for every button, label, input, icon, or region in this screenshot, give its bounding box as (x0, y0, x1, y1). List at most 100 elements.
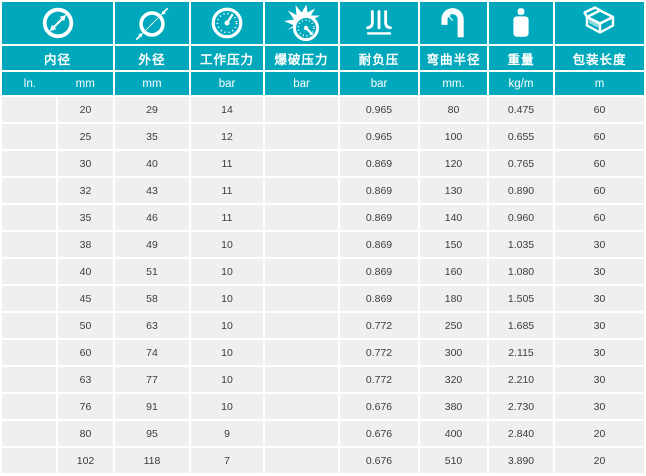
cell-weight: 1.080 (489, 259, 553, 284)
table-row: 40 51 10 0.869 160 1.080 30 (2, 259, 644, 284)
cell-burst-pressure (265, 421, 338, 446)
inner-diameter-icon (2, 2, 113, 44)
table-row: 30 40 11 0.869 120 0.765 60 (2, 151, 644, 176)
cell-outer-diameter: 118 (115, 448, 189, 473)
cell-burst-pressure (265, 124, 338, 149)
table-row: 32 43 11 0.869 130 0.890 60 (2, 178, 644, 203)
cell-weight: 2.210 (489, 367, 553, 392)
cell-inner-diameter-mm: 63 (58, 367, 113, 392)
table-body: 20 29 14 0.965 80 0.475 60 25 35 12 0.965 100 0.655 6… (2, 97, 644, 473)
table-row: 35 46 11 0.869 140 0.960 60 (2, 205, 644, 230)
cell-packing-length: 30 (555, 232, 644, 257)
cell-outer-diameter: 95 (115, 421, 189, 446)
cell-bend-radius: 150 (420, 232, 487, 257)
cell-packing-length: 30 (555, 313, 644, 338)
cell-working-pressure: 11 (191, 151, 263, 176)
column-label-bend-radius: 弯曲半径 (420, 46, 487, 70)
cell-working-pressure: 10 (191, 259, 263, 284)
cell-burst-pressure (265, 151, 338, 176)
cell-vacuum-resistance: 0.772 (340, 313, 418, 338)
table-row: 45 58 10 0.869 180 1.505 30 (2, 286, 644, 311)
cell-inner-diameter-in (2, 97, 56, 122)
units-header-row: In. mm mm bar bar bar mm. kg/m m (2, 72, 644, 95)
cell-inner-diameter-mm: 32 (58, 178, 113, 203)
cell-vacuum-resistance: 0.869 (340, 151, 418, 176)
cell-vacuum-resistance: 0.676 (340, 448, 418, 473)
cell-outer-diameter: 29 (115, 97, 189, 122)
cell-outer-diameter: 63 (115, 313, 189, 338)
cell-weight: 0.960 (489, 205, 553, 230)
unit-burst-pressure: bar (265, 72, 338, 95)
cell-packing-length: 20 (555, 448, 644, 473)
cell-bend-radius: 130 (420, 178, 487, 203)
cell-working-pressure: 10 (191, 340, 263, 365)
cell-vacuum-resistance: 0.869 (340, 205, 418, 230)
cell-vacuum-resistance: 0.772 (340, 367, 418, 392)
cell-burst-pressure (265, 367, 338, 392)
table-row: 63 77 10 0.772 320 2.210 30 (2, 367, 644, 392)
cell-burst-pressure (265, 340, 338, 365)
cell-bend-radius: 510 (420, 448, 487, 473)
table-row: 80 95 9 0.676 400 2.840 20 (2, 421, 644, 446)
cell-vacuum-resistance: 0.965 (340, 124, 418, 149)
cell-packing-length: 20 (555, 421, 644, 446)
cell-bend-radius: 160 (420, 259, 487, 284)
cell-inner-diameter-mm: 20 (58, 97, 113, 122)
outer-diameter-icon (115, 2, 189, 44)
table-row: 25 35 12 0.965 100 0.655 60 (2, 124, 644, 149)
cell-burst-pressure (265, 448, 338, 473)
cell-weight: 0.890 (489, 178, 553, 203)
cell-inner-diameter-mm: 45 (58, 286, 113, 311)
cell-inner-diameter-in (2, 313, 56, 338)
weight-icon (489, 2, 553, 44)
cell-inner-diameter-in (2, 124, 56, 149)
cell-bend-radius: 100 (420, 124, 487, 149)
cell-working-pressure: 10 (191, 367, 263, 392)
cell-weight: 0.475 (489, 97, 553, 122)
cell-weight: 2.840 (489, 421, 553, 446)
unit-bend-radius: mm. (420, 72, 487, 95)
cell-working-pressure: 11 (191, 178, 263, 203)
cell-packing-length: 30 (555, 394, 644, 419)
cell-bend-radius: 80 (420, 97, 487, 122)
cell-inner-diameter-mm: 80 (58, 421, 113, 446)
cell-inner-diameter-mm: 38 (58, 232, 113, 257)
cell-working-pressure: 12 (191, 124, 263, 149)
cell-vacuum-resistance: 0.869 (340, 286, 418, 311)
cell-weight: 1.685 (489, 313, 553, 338)
table-row: 76 91 10 0.676 380 2.730 30 (2, 394, 644, 419)
cell-inner-diameter-mm: 30 (58, 151, 113, 176)
cell-working-pressure: 9 (191, 421, 263, 446)
cell-packing-length: 60 (555, 124, 644, 149)
cell-vacuum-resistance: 0.772 (340, 340, 418, 365)
cell-outer-diameter: 77 (115, 367, 189, 392)
cell-burst-pressure (265, 313, 338, 338)
cell-inner-diameter-mm: 76 (58, 394, 113, 419)
unit-vacuum-resistance: bar (340, 72, 418, 95)
cell-bend-radius: 120 (420, 151, 487, 176)
table-row: 20 29 14 0.965 80 0.475 60 (2, 97, 644, 122)
cell-inner-diameter-in (2, 394, 56, 419)
cell-vacuum-resistance: 0.869 (340, 232, 418, 257)
cell-burst-pressure (265, 286, 338, 311)
cell-packing-length: 30 (555, 259, 644, 284)
column-label-inner-diameter: 内径 (2, 46, 113, 70)
column-label-burst-pressure: 爆破压力 (265, 46, 338, 70)
unit-working-pressure: bar (191, 72, 263, 95)
unit-inner-diameter-mm: mm (75, 77, 95, 90)
cell-burst-pressure (265, 232, 338, 257)
cell-outer-diameter: 51 (115, 259, 189, 284)
cell-inner-diameter-mm: 40 (58, 259, 113, 284)
table-row: 60 74 10 0.772 300 2.115 30 (2, 340, 644, 365)
cell-weight: 1.035 (489, 232, 553, 257)
cell-inner-diameter-in (2, 448, 56, 473)
cell-bend-radius: 250 (420, 313, 487, 338)
cell-vacuum-resistance: 0.965 (340, 97, 418, 122)
cell-working-pressure: 7 (191, 448, 263, 473)
cell-weight: 0.765 (489, 151, 553, 176)
cell-working-pressure: 10 (191, 286, 263, 311)
table-row: 38 49 10 0.869 150 1.035 30 (2, 232, 644, 257)
cell-weight: 2.730 (489, 394, 553, 419)
